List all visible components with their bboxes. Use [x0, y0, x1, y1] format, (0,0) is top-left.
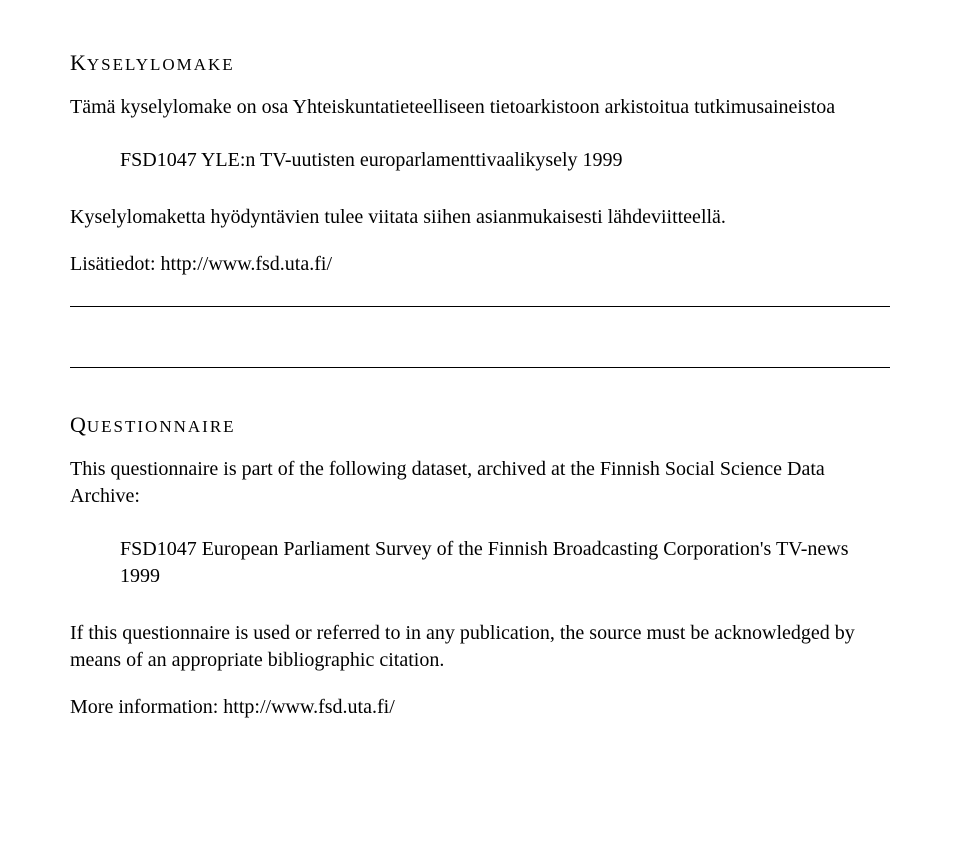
dataset-title-en: FSD1047 European Parliament Survey of th…	[120, 536, 870, 590]
intro-text-en: This questionnaire is part of the follow…	[70, 456, 890, 510]
dataset-block-fi: FSD1047 YLE:n TV-uutisten europarlamentt…	[70, 147, 890, 174]
moreinfo-text-en: More information: http://www.fsd.uta.fi/	[70, 694, 890, 721]
heading-smallcaps-en: UESTIONNAIRE	[87, 417, 236, 436]
divider-1	[70, 306, 890, 307]
heading-kyselylomake: KYSELYLOMAKE	[70, 50, 890, 76]
document-page: KYSELYLOMAKE Tämä kyselylomake on osa Yh…	[0, 0, 960, 781]
heading-smallcaps: YSELYLOMAKE	[87, 55, 235, 74]
dataset-block-en: FSD1047 European Parliament Survey of th…	[70, 536, 890, 590]
heading-first-letter: K	[70, 50, 87, 75]
heading-questionnaire: QUESTIONNAIRE	[70, 412, 890, 438]
intro-text-fi: Tämä kyselylomake on osa Yhteiskuntatiet…	[70, 94, 890, 121]
dataset-title-fi: FSD1047 YLE:n TV-uutisten europarlamentt…	[120, 147, 870, 174]
divider-2	[70, 367, 890, 368]
heading-first-letter-en: Q	[70, 412, 87, 437]
moreinfo-text-fi: Lisätiedot: http://www.fsd.uta.fi/	[70, 251, 890, 278]
citation-text-fi: Kyselylomaketta hyödyntävien tulee viita…	[70, 204, 890, 231]
citation-text-en: If this questionnaire is used or referre…	[70, 620, 890, 674]
